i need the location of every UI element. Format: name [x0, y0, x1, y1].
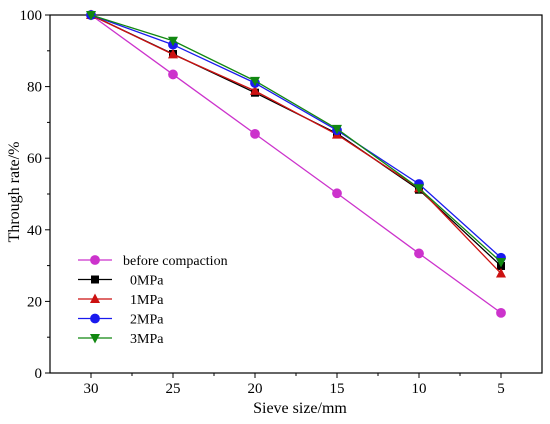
series-line — [90, 14, 502, 267]
series-2 — [87, 11, 505, 270]
legend-label: 1MPa — [130, 293, 164, 308]
series-line — [90, 14, 502, 274]
legend-marker — [91, 275, 99, 284]
legend-label: 2MPa — [130, 313, 164, 328]
series-line — [90, 14, 502, 263]
data-point — [414, 184, 424, 194]
x-tick-label: 10 — [412, 381, 427, 397]
legend-item: 3MPa — [78, 332, 164, 347]
x-tick-label: 30 — [84, 381, 99, 397]
data-point — [86, 11, 96, 21]
series-line — [90, 14, 502, 259]
plot-frame — [49, 14, 543, 374]
legend-marker — [90, 255, 100, 265]
legend-marker — [90, 334, 100, 344]
axes: 30 25 20 15 10 5 0 20 40 60 80 100 — [20, 8, 543, 397]
data-point — [332, 188, 342, 199]
x-tick-label: 5 — [497, 381, 505, 397]
data-point — [250, 85, 260, 95]
x-tick-label: 15 — [330, 381, 345, 397]
y-tick-label: 80 — [27, 80, 42, 96]
data-point — [414, 248, 424, 259]
data-point — [168, 36, 178, 47]
data-point — [496, 307, 506, 318]
legend-item: before compaction — [78, 254, 228, 269]
y-tick-label: 40 — [27, 223, 42, 239]
y-axis-title: Through rate/% — [6, 142, 23, 243]
legend-label: 0MPa — [130, 274, 164, 289]
y-tick-label: 0 — [35, 366, 43, 382]
series-group — [86, 9, 506, 318]
legend-label: 3MPa — [130, 332, 164, 347]
series-line — [90, 14, 502, 314]
series-5 — [86, 11, 506, 268]
data-point — [168, 69, 178, 80]
y-tick-label: 100 — [20, 8, 43, 24]
series-4 — [86, 10, 506, 263]
legend-marker — [90, 313, 100, 324]
legend: before compaction 0MPa 1MPa 2MPa 3MPa — [78, 254, 228, 347]
y-tick-label: 60 — [27, 151, 42, 167]
data-point — [496, 258, 506, 268]
series-3 — [86, 9, 506, 278]
x-tick-label: 20 — [248, 381, 263, 397]
legend-item: 2MPa — [78, 313, 164, 328]
legend-label: before compaction — [123, 254, 228, 269]
legend-item: 1MPa — [78, 293, 164, 308]
y-tick-label: 20 — [27, 294, 42, 310]
data-point — [250, 128, 260, 139]
x-tick-label: 25 — [166, 381, 181, 397]
x-axis-title: Sieve size/mm — [253, 400, 347, 417]
data-point — [496, 267, 506, 278]
legend-item: 0MPa — [78, 274, 164, 289]
legend-marker — [90, 293, 100, 303]
data-point — [250, 76, 260, 87]
data-point — [168, 48, 178, 59]
series-1 — [86, 10, 506, 318]
data-point — [332, 124, 342, 135]
